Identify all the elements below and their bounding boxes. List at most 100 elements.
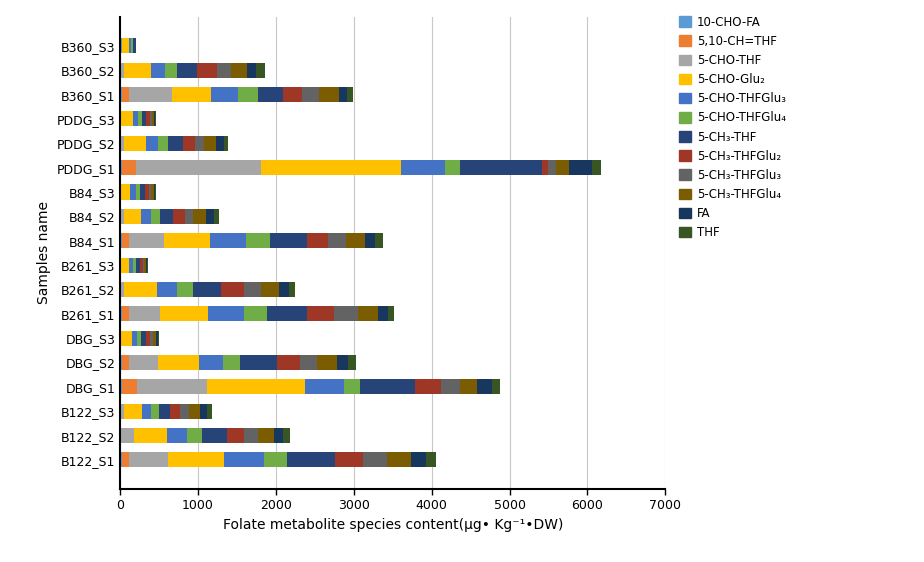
Bar <box>138 379 207 395</box>
Bar <box>122 233 128 248</box>
Bar <box>217 63 232 78</box>
Bar <box>131 38 133 53</box>
Bar <box>176 282 192 297</box>
Bar <box>124 282 157 297</box>
Bar <box>142 404 152 419</box>
Bar <box>224 452 264 468</box>
Bar <box>592 160 602 175</box>
Bar <box>129 87 172 102</box>
Bar <box>222 282 244 297</box>
Bar <box>120 87 122 102</box>
Bar <box>124 404 142 419</box>
Bar <box>568 160 592 175</box>
Bar <box>411 452 426 468</box>
Bar <box>283 87 302 102</box>
Bar <box>239 355 277 370</box>
Bar <box>305 379 345 395</box>
Bar <box>207 404 212 419</box>
Bar <box>137 160 261 175</box>
Bar <box>120 136 124 151</box>
Bar <box>170 404 180 419</box>
Bar <box>211 233 246 248</box>
Bar <box>226 428 244 443</box>
Bar <box>128 452 167 468</box>
Bar <box>124 209 141 224</box>
Bar <box>345 379 360 395</box>
Bar <box>124 136 146 151</box>
Bar <box>136 184 140 200</box>
Bar <box>358 306 378 321</box>
Bar <box>120 404 124 419</box>
Bar <box>258 87 283 102</box>
Bar <box>152 404 159 419</box>
Bar <box>197 63 217 78</box>
Bar <box>185 209 193 224</box>
Bar <box>207 379 305 395</box>
Bar <box>122 452 128 468</box>
Bar <box>274 428 283 443</box>
Bar <box>149 184 152 200</box>
Bar <box>120 379 123 395</box>
Bar <box>152 63 165 78</box>
Bar <box>120 160 123 175</box>
Bar <box>142 111 146 126</box>
Bar <box>152 209 160 224</box>
Bar <box>204 136 216 151</box>
Bar <box>216 136 224 151</box>
Bar <box>146 111 150 126</box>
Bar <box>152 184 153 200</box>
Bar <box>244 306 267 321</box>
Bar <box>144 257 146 273</box>
Bar <box>145 184 149 200</box>
Bar <box>261 282 279 297</box>
Bar <box>283 428 290 443</box>
Bar <box>120 38 123 53</box>
Bar <box>128 233 164 248</box>
Bar <box>128 355 158 370</box>
Bar <box>120 257 128 273</box>
Bar <box>347 87 353 102</box>
Bar <box>257 63 265 78</box>
Bar <box>158 136 168 151</box>
Bar <box>120 184 130 200</box>
Bar <box>279 282 288 297</box>
Bar <box>138 111 142 126</box>
Bar <box>122 355 128 370</box>
Bar <box>415 379 441 395</box>
Bar <box>378 306 388 321</box>
Bar <box>271 233 307 248</box>
Bar <box>238 87 258 102</box>
Bar <box>120 111 133 126</box>
Bar <box>168 136 183 151</box>
Bar <box>549 160 556 175</box>
Bar <box>337 355 347 370</box>
Bar <box>244 282 261 297</box>
Bar <box>146 257 147 273</box>
Bar <box>363 452 387 468</box>
Bar <box>477 379 492 395</box>
Bar <box>335 452 363 468</box>
Bar <box>122 87 129 102</box>
Bar <box>120 452 122 468</box>
Bar <box>319 87 338 102</box>
Bar <box>214 209 219 224</box>
Bar <box>302 87 319 102</box>
Bar <box>120 428 134 443</box>
Bar <box>133 257 136 273</box>
Bar <box>556 160 568 175</box>
Bar <box>165 63 177 78</box>
Bar <box>141 209 152 224</box>
Bar <box>288 282 296 297</box>
Bar <box>177 63 197 78</box>
Bar <box>120 355 122 370</box>
Bar <box>195 136 204 151</box>
Bar <box>201 428 226 443</box>
Bar <box>224 136 227 151</box>
Bar <box>120 330 132 346</box>
Bar <box>120 209 124 224</box>
Y-axis label: Samples name: Samples name <box>37 201 51 305</box>
Bar <box>334 306 358 321</box>
Bar <box>146 330 151 346</box>
Bar <box>140 257 143 273</box>
Bar <box>158 355 199 370</box>
